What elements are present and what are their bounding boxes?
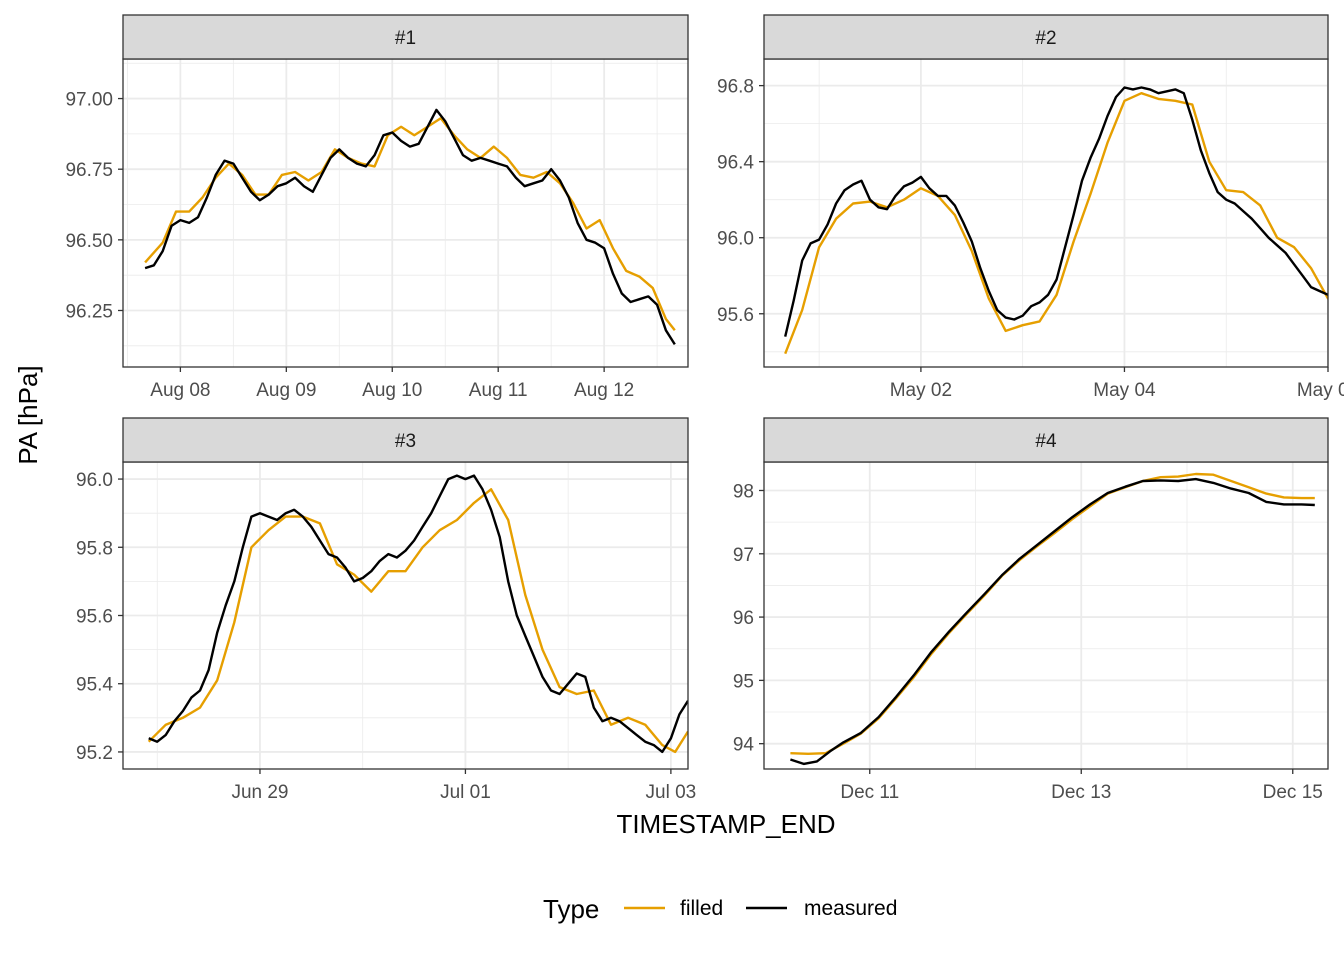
y-tick-label: 95.8 — [76, 538, 113, 559]
panel-background — [764, 59, 1328, 367]
x-tick-label: Aug 11 — [469, 380, 528, 401]
x-tick-label: May 02 — [890, 380, 952, 401]
y-tick-label: 98 — [733, 481, 754, 502]
series-lines — [784, 86, 1328, 355]
series-measured — [144, 108, 676, 346]
x-tick-label: Dec 15 — [1263, 782, 1323, 803]
series-lines — [790, 472, 1315, 766]
y-tick-label: 96.75 — [65, 160, 113, 181]
x-tick-label: Aug 09 — [256, 380, 316, 401]
series-measured — [790, 477, 1315, 766]
panel-1: #1 96.25 96.50 96.75 97.00 Aug 08 Aug 09 Aug 10… — [65, 14, 689, 401]
panel-background — [764, 462, 1328, 769]
legend-title: Type — [543, 894, 599, 924]
x-tick-label: May 04 — [1093, 380, 1156, 401]
gridlines — [764, 59, 1328, 367]
x-tick-label: Dec 11 — [840, 782, 899, 803]
legend: Type filled measured — [543, 894, 897, 924]
series-filled — [784, 92, 1328, 355]
x-tick-label: Dec 13 — [1051, 782, 1111, 803]
facet-strip — [763, 14, 1329, 60]
series-filled — [147, 488, 688, 754]
y-tick-label: 97.00 — [65, 90, 113, 111]
x-tick-label: Jun 29 — [231, 782, 288, 803]
series-lines — [144, 108, 676, 346]
gridlines — [123, 59, 688, 367]
panel-3: #3 95.2 95.4 95.6 95.8 96.0 Jun 29 Jul 01 Jul 03 — [76, 417, 697, 803]
y-tick-label: 95.6 — [76, 607, 113, 628]
legend-label-filled: filled — [680, 897, 723, 920]
y-tick-label: 96.8 — [717, 77, 754, 98]
facet-strip-label: #1 — [395, 28, 416, 49]
y-tick-label: 96.25 — [65, 301, 113, 322]
x-tick-label: May 06 — [1297, 380, 1344, 401]
x-tick-label: Aug 08 — [150, 380, 210, 401]
panel-2: #2 95.6 96.0 96.4 96.8 May 02 May 04 May 06 — [717, 14, 1344, 401]
y-tick-label: 95.6 — [717, 305, 754, 326]
x-tick-label: Jul 01 — [440, 782, 491, 803]
facet-strip-label: #2 — [1035, 28, 1056, 49]
x-tick-label: Aug 10 — [362, 380, 422, 401]
y-tick-label: 97 — [733, 545, 754, 566]
legend-label-measured: measured — [804, 897, 897, 920]
facet-strip — [763, 417, 1329, 463]
panel-4: #4 94 95 96 97 98 Dec 11 Dec 13 Dec 15 — [733, 417, 1329, 803]
x-tick-label: Jul 03 — [646, 782, 697, 803]
facet-strip-label: #3 — [395, 431, 416, 452]
y-tick-label: 96.0 — [76, 470, 113, 491]
x-axis-title: TIMESTAMP_END — [616, 809, 835, 839]
facet-strip — [122, 417, 689, 463]
facet-strip-label: #4 — [1035, 431, 1057, 452]
y-tick-label: 95.2 — [76, 743, 113, 764]
panel-background — [123, 59, 688, 367]
series-measured — [784, 86, 1328, 337]
series-measured — [148, 474, 688, 754]
chart-panels: #1 96.25 96.50 96.75 97.00 Aug 08 Aug 09 Aug 10… — [65, 14, 1344, 803]
y-tick-label: 96.0 — [717, 229, 754, 250]
y-tick-label: 95 — [733, 671, 754, 692]
y-tick-label: 95.4 — [76, 675, 113, 696]
y-tick-label: 96.50 — [65, 231, 113, 252]
y-axis-title: PA [hPa] — [13, 365, 43, 464]
y-tick-label: 96.4 — [717, 153, 754, 174]
y-tick-label: 94 — [733, 735, 755, 756]
facet-strip — [122, 14, 689, 60]
y-tick-label: 96 — [733, 608, 754, 629]
x-tick-label: Aug 12 — [574, 380, 634, 401]
series-lines — [147, 474, 688, 754]
